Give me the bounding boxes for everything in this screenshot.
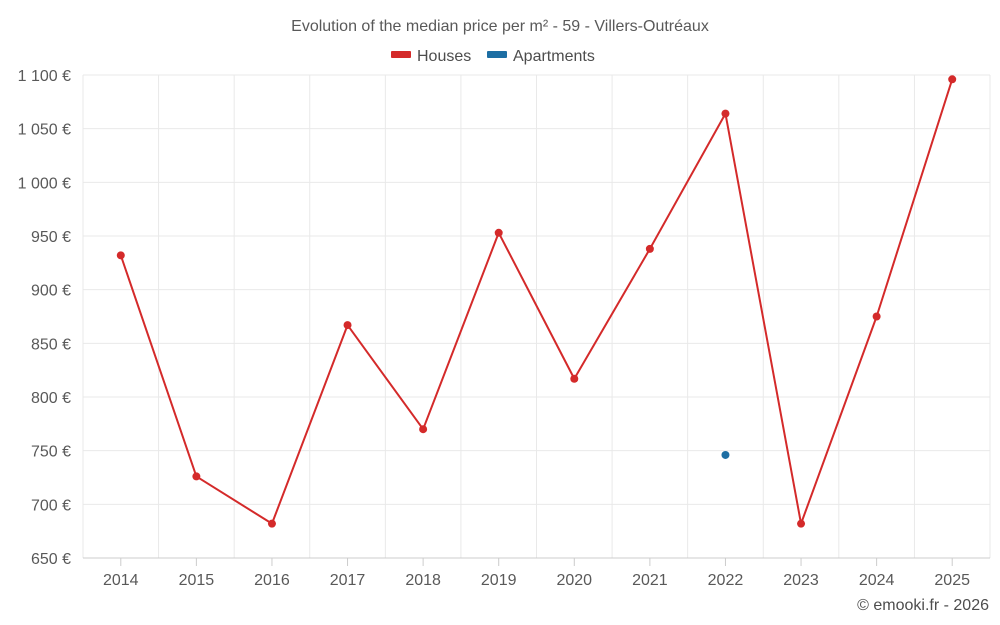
- x-tick-label: 2016: [254, 572, 290, 589]
- data-point-houses[interactable]: [797, 519, 806, 528]
- legend-item-apartments[interactable]: Apartments: [487, 48, 595, 65]
- y-tick-label: 650 €: [31, 551, 71, 568]
- chart-title: Evolution of the median price per m² - 5…: [291, 18, 709, 35]
- legend-label-apartments: Apartments: [513, 48, 595, 65]
- data-point-houses[interactable]: [494, 228, 503, 237]
- data-point-apartments[interactable]: [721, 450, 730, 459]
- data-point-houses[interactable]: [948, 75, 957, 84]
- y-tick-label: 950 €: [31, 229, 71, 246]
- y-tick-label: 1 100 €: [18, 68, 71, 85]
- legend-swatch-apartments: [487, 51, 507, 58]
- data-point-houses[interactable]: [267, 519, 276, 528]
- legend-swatch-houses: [391, 51, 411, 58]
- y-tick-label: 850 €: [31, 336, 71, 353]
- credit: © emooki.fr - 2026: [857, 597, 989, 614]
- data-point-houses[interactable]: [721, 109, 730, 118]
- x-tick-label: 2024: [859, 572, 895, 589]
- x-tick-label: 2020: [556, 572, 592, 589]
- series-layer: [116, 75, 957, 528]
- y-axis: 650 € 700 € 750 € 800 € 850 € 900 € 950 € 1 000…: [18, 68, 71, 568]
- y-tick-label: 900 €: [31, 283, 71, 300]
- x-tick-label: 2015: [179, 572, 215, 589]
- legend-item-houses[interactable]: Houses: [391, 48, 471, 65]
- x-tick-label: 2021: [632, 572, 668, 589]
- legend-label-houses: Houses: [417, 48, 471, 65]
- y-tick-label: 1 000 €: [18, 175, 71, 192]
- data-point-houses[interactable]: [419, 425, 428, 434]
- x-tick-label: 2022: [708, 572, 744, 589]
- data-point-houses[interactable]: [116, 251, 125, 260]
- x-axis: 2014 2015 2016 2017 2018 2019 2020 2021 2022 2023…: [83, 557, 990, 589]
- data-point-houses[interactable]: [645, 244, 654, 253]
- y-tick-label: 1 050 €: [18, 122, 71, 139]
- data-point-houses[interactable]: [343, 321, 352, 330]
- x-tick-label: 2019: [481, 572, 517, 589]
- series-line-houses: [119, 78, 954, 525]
- x-tick-label: 2017: [330, 572, 366, 589]
- y-tick-label: 800 €: [31, 390, 71, 407]
- x-tick-label: 2018: [405, 572, 441, 589]
- grid: [82, 74, 991, 559]
- x-tick-label: 2025: [934, 572, 970, 589]
- data-point-houses[interactable]: [570, 374, 579, 383]
- y-tick-label: 700 €: [31, 497, 71, 514]
- data-point-houses[interactable]: [872, 312, 881, 321]
- legend: Houses Apartments: [391, 48, 595, 65]
- y-tick-label: 750 €: [31, 444, 71, 461]
- data-point-houses[interactable]: [192, 472, 201, 481]
- x-tick-label: 2023: [783, 572, 819, 589]
- x-tick-label: 2014: [103, 572, 139, 589]
